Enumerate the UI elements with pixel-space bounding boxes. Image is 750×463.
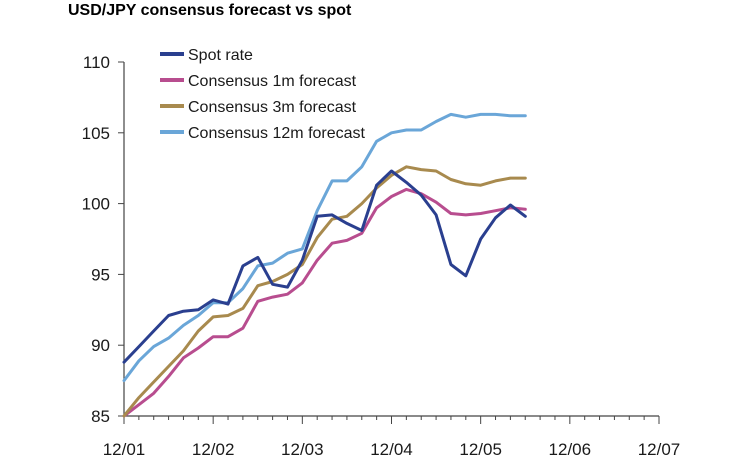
x-tick-label: 12/04 xyxy=(370,440,413,459)
series-line-2 xyxy=(122,165,527,418)
y-tick-label: 105 xyxy=(82,124,110,143)
chart-axes: 85 90 95 100 105 110 12/01 12/02 12/03 12/04 12/05… xyxy=(82,53,681,459)
x-tick-label: 12/01 xyxy=(103,440,146,459)
series-line-1 xyxy=(122,187,527,418)
chart-series-lines xyxy=(122,112,527,418)
x-tick-label: 12/03 xyxy=(281,440,324,459)
series-line-0 xyxy=(122,169,527,364)
legend-label-0: Spot rate xyxy=(188,47,253,64)
x-tick-label: 12/05 xyxy=(459,440,502,459)
chart-legend: Spot rate Consensus 1m forecast Consensus … xyxy=(160,47,366,142)
y-tick-label: 90 xyxy=(91,336,110,355)
x-tick-label: 12/02 xyxy=(192,440,235,459)
x-tick-label: 12/07 xyxy=(638,440,681,459)
x-tick-label: 12/06 xyxy=(549,440,592,459)
chart-title: USD/JPY consensus forecast vs spot xyxy=(68,2,352,19)
y-tick-label: 85 xyxy=(91,407,110,426)
y-tick-label: 110 xyxy=(83,53,110,72)
y-tick-label: 100 xyxy=(82,195,110,214)
legend-label-1: Consensus 1m forecast xyxy=(188,73,357,90)
y-tick-label: 95 xyxy=(91,265,110,284)
legend-label-2: Consensus 3m forecast xyxy=(188,99,357,116)
legend-label-3: Consensus 12m forecast xyxy=(188,125,366,142)
series-line-3 xyxy=(122,112,527,383)
